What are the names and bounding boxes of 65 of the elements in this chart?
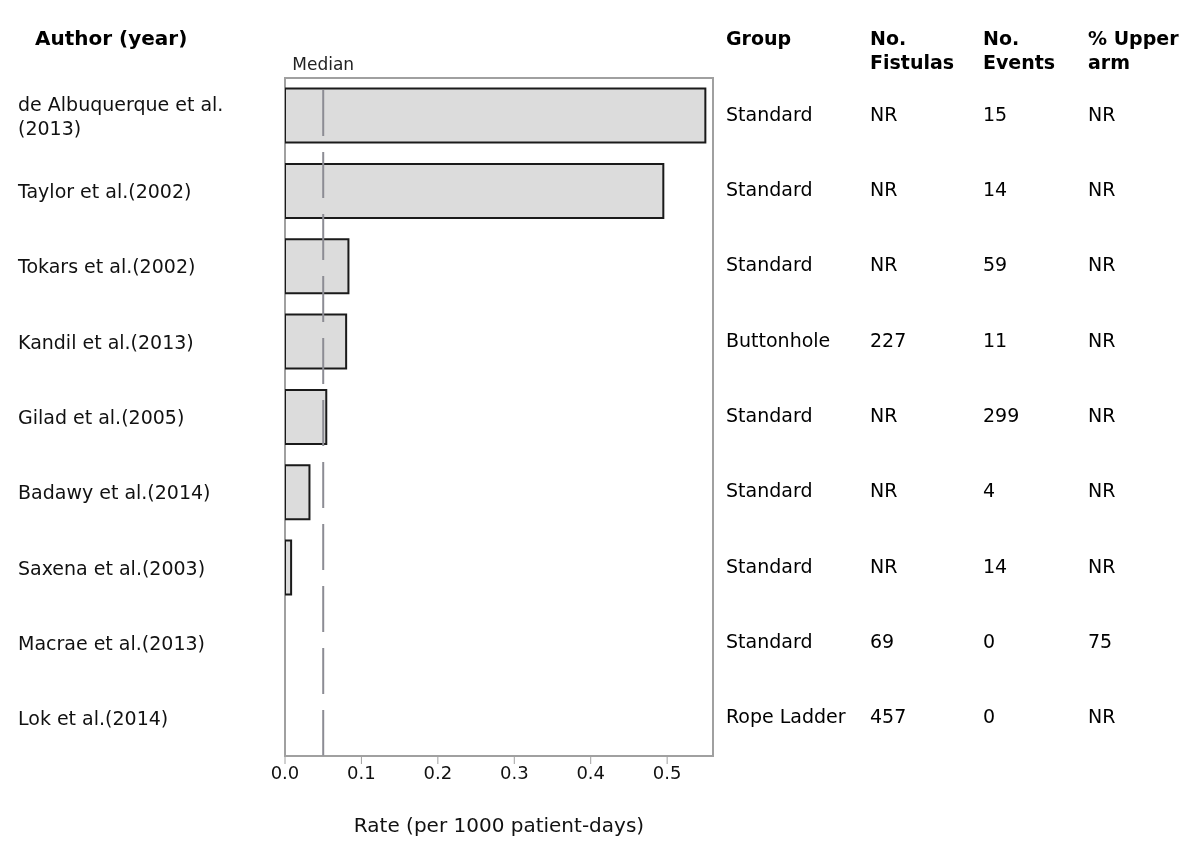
y-axis-title: Author (year) <box>35 26 188 50</box>
text: Standard <box>726 404 814 426</box>
text: NR <box>870 178 899 200</box>
y-tick-label: Tokars et al.(2002) <box>17 255 196 278</box>
text: NR <box>870 479 899 502</box>
text: 4 <box>983 479 997 502</box>
text: NR <box>1088 554 1117 577</box>
y-tick-label: Lok et al.(2014) <box>18 707 169 730</box>
x-tick-label: 0.2 <box>423 761 453 783</box>
x-axis-title: Rate (per 1000 patient-days) <box>353 813 645 837</box>
text: NR <box>870 253 899 276</box>
text: 75 <box>1088 630 1114 652</box>
text: NR <box>1088 705 1117 728</box>
text: 0 <box>983 705 997 728</box>
text: NR <box>870 554 899 577</box>
text: Standard <box>726 253 814 276</box>
text: NR <box>870 404 899 426</box>
text: Standard <box>726 630 814 652</box>
text: Standard <box>726 479 814 502</box>
text: 14 <box>983 178 1009 200</box>
bar <box>285 162 665 219</box>
text: No. Fistulas <box>870 26 956 74</box>
bar <box>285 539 293 596</box>
text: 11 <box>983 328 1009 351</box>
y-tick-label: Gilad et al.(2005) <box>18 406 185 428</box>
text: 227 <box>870 328 908 351</box>
text: Buttonhole <box>726 328 832 351</box>
text: Standard <box>726 178 814 200</box>
text: 299 <box>983 404 1021 426</box>
bar <box>285 464 311 521</box>
y-tick-label: de Albuquerque et al. (2013) <box>18 92 224 139</box>
text: Group <box>726 26 793 50</box>
text: % Upper arm <box>1088 26 1180 74</box>
y-tick-label: Kandil et al.(2013) <box>18 330 194 353</box>
text: 0 <box>983 630 997 652</box>
y-tick-label: Macrae et al.(2013) <box>18 632 205 654</box>
text: Rope Ladder <box>726 705 847 728</box>
text: NR <box>1088 328 1117 351</box>
ref-line-label: Median <box>292 54 355 74</box>
bar <box>285 87 707 144</box>
x-tick-label: 0.1 <box>347 761 376 783</box>
text: 15 <box>983 102 1009 125</box>
text: 457 <box>870 705 908 728</box>
text: NR <box>1088 102 1117 125</box>
text: 59 <box>983 253 1009 276</box>
text: Standard <box>726 102 814 125</box>
text: No. Events <box>983 26 1057 74</box>
bar <box>285 313 348 370</box>
text: NR <box>1088 178 1117 200</box>
text: 69 <box>870 630 896 652</box>
text: NR <box>1088 479 1117 502</box>
x-tick-label: 0.4 <box>576 761 606 783</box>
y-tick-label: Badawy et al.(2014) <box>18 481 211 504</box>
text: Standard <box>726 554 814 577</box>
x-tick-label: 0.5 <box>652 761 682 783</box>
text: 14 <box>983 554 1009 577</box>
bar <box>285 238 350 295</box>
text: NR <box>1088 404 1117 426</box>
y-tick-label: Saxena et al.(2003) <box>18 556 206 579</box>
text: NR <box>870 102 899 125</box>
x-tick-label: 0.0 <box>270 761 300 783</box>
x-tick-label: 0.3 <box>499 761 529 783</box>
bar <box>285 388 328 445</box>
text: NR <box>1088 253 1117 276</box>
y-tick-label: Taylor et al.(2002) <box>17 180 192 202</box>
